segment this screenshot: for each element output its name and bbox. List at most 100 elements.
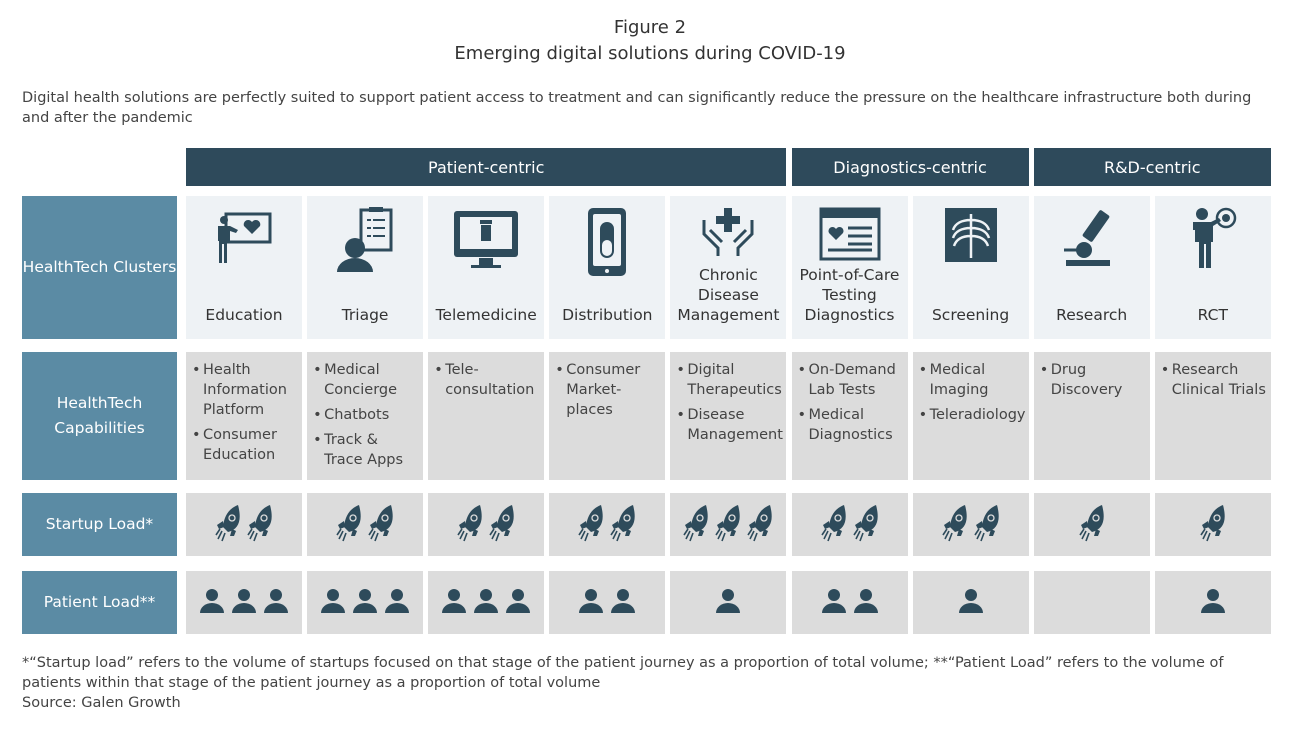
- patient-load-cell: [549, 571, 666, 634]
- capability-text: Health Information Platform: [203, 362, 287, 418]
- row-label-capabilities: HealthTech Capabilities: [22, 352, 177, 480]
- patient-load-cell: [670, 571, 787, 634]
- capability-item: • Digital Therapeutics: [676, 360, 782, 400]
- person-checklist-icon: [307, 206, 423, 276]
- row-label-startup-load: Startup Load*: [22, 493, 177, 556]
- cluster-name: Triage: [341, 306, 389, 324]
- cluster-name: Distribution: [562, 306, 653, 324]
- startup-load-cell: [1033, 493, 1150, 556]
- startup-load-cell: [791, 493, 908, 556]
- capability-item: • Consumer Market-places: [555, 360, 661, 420]
- capabilities-cell: • Medical Concierge • Chatbots • Track & Trac…: [307, 352, 424, 480]
- patient-load-cell: [791, 571, 908, 634]
- bullet: •: [555, 362, 564, 378]
- footnote-text: *“Startup load” refers to the volume of …: [22, 655, 1224, 691]
- person-icon: [1200, 588, 1226, 618]
- patient-load-cell: [186, 571, 302, 634]
- group-header: Patient-centric: [186, 148, 787, 186]
- rocket-icon: [1199, 503, 1227, 547]
- bullet: •: [1039, 362, 1049, 378]
- person-icon: [473, 588, 499, 618]
- capability-text: Research Clinical Trials: [1171, 362, 1266, 398]
- capability-item: • Drug Discovery: [1040, 360, 1146, 400]
- rocket-icon: [682, 503, 710, 547]
- person-icon: [263, 588, 289, 618]
- capability-text: Digital Therapeutics: [687, 362, 782, 398]
- startup-load-cell: [670, 493, 787, 556]
- capability-text: Track & Trace Apps: [324, 432, 404, 468]
- cluster-cell: Education: [186, 196, 302, 339]
- capability-text: On-Demand Lab Tests: [808, 362, 896, 398]
- intro-text: Digital health solutions are perfectly s…: [22, 90, 1252, 126]
- capabilities-cell: • Drug Discovery: [1033, 352, 1150, 480]
- capability-text: Disease Management: [687, 407, 783, 443]
- capabilities-cell: • Digital Therapeutics • Disease Management: [670, 352, 787, 480]
- rocket-icon: [488, 503, 516, 547]
- person-icon: [320, 588, 346, 618]
- capability-text: Teleradiology: [929, 407, 1026, 423]
- cluster-cell: Telemedicine: [428, 196, 545, 339]
- capabilities-cell: • Health Information Platform • Consumer Ed…: [186, 352, 302, 480]
- rocket-icon: [820, 503, 848, 547]
- rocket-icon: [609, 503, 637, 547]
- startup-load-cell: [912, 493, 1029, 556]
- bullet: •: [192, 427, 201, 443]
- rocket-icon: [852, 503, 880, 547]
- group-label: R&D-centric: [1103, 157, 1201, 177]
- patient-load-cell: [307, 571, 424, 634]
- patient-load-cell: [428, 571, 545, 634]
- person-icon: [384, 588, 410, 618]
- capability-text: Medical Imaging: [929, 362, 989, 398]
- source-text: Source: Galen Growth: [22, 695, 181, 711]
- bullet: •: [313, 407, 322, 423]
- group-label: Patient-centric: [428, 157, 545, 177]
- rocket-icon: [1078, 503, 1106, 547]
- bullet: •: [313, 432, 322, 448]
- bullet: •: [797, 362, 807, 378]
- capability-text: Medical Diagnostics: [808, 407, 893, 443]
- capability-item: • Consumer Education: [192, 425, 298, 465]
- capability-text: Chatbots: [324, 407, 390, 423]
- capability-item: • Disease Management: [676, 405, 783, 445]
- cluster-name: Point-of-Care Testing Diagnostics: [799, 266, 900, 324]
- person-icon: [715, 588, 741, 618]
- capability-text: Drug Discovery: [1050, 362, 1123, 398]
- rocket-icon: [214, 503, 242, 547]
- patient-load-cell: [912, 571, 1029, 634]
- capability-item: • Medical Imaging: [919, 360, 1025, 400]
- person-icon: [853, 588, 879, 618]
- footnote: *“Startup load” refers to the volume of …: [22, 653, 1272, 713]
- person-icon: [610, 588, 636, 618]
- person-icon: [821, 588, 847, 618]
- person-icon: [578, 588, 604, 618]
- figure-label: Figure 2: [613, 17, 687, 38]
- patient-load-cell: [1154, 571, 1271, 634]
- capability-item: • Health Information Platform: [192, 360, 298, 420]
- cluster-cell: Distribution: [549, 196, 666, 339]
- startup-load-cell: [1154, 493, 1271, 556]
- rocket-icon: [714, 503, 742, 547]
- bullet: •: [918, 407, 928, 423]
- rocket-icon: [577, 503, 605, 547]
- person-icon: [352, 588, 378, 618]
- bullet: •: [918, 362, 928, 378]
- bullet: •: [797, 407, 807, 423]
- capability-item: • Chatbots: [313, 405, 419, 425]
- monitor-pill-bottle-icon: [428, 206, 544, 276]
- cluster-cell: Point-of-Care Testing Diagnostics: [791, 196, 908, 339]
- bullet: •: [676, 407, 685, 423]
- rocket-icon: [746, 503, 774, 547]
- hands-cross-icon: [670, 206, 786, 276]
- bullet: •: [313, 362, 322, 378]
- rocket-icon: [246, 503, 274, 547]
- cluster-name: Screening: [931, 306, 1010, 324]
- capabilities-cell: • On-Demand Lab Tests • Medical Diagnostics: [791, 352, 908, 480]
- group-header: Diagnostics-centric: [791, 148, 1029, 186]
- rocket-icon: [456, 503, 484, 547]
- capability-text: Tele-consultation: [445, 362, 535, 398]
- bullet: •: [676, 362, 685, 378]
- capabilities-cell: • Medical Imaging • Teleradiology: [912, 352, 1029, 480]
- person-icon: [199, 588, 225, 618]
- capability-item: • Research Clinical Trials: [1161, 360, 1267, 400]
- group-label: Diagnostics-centric: [833, 157, 987, 177]
